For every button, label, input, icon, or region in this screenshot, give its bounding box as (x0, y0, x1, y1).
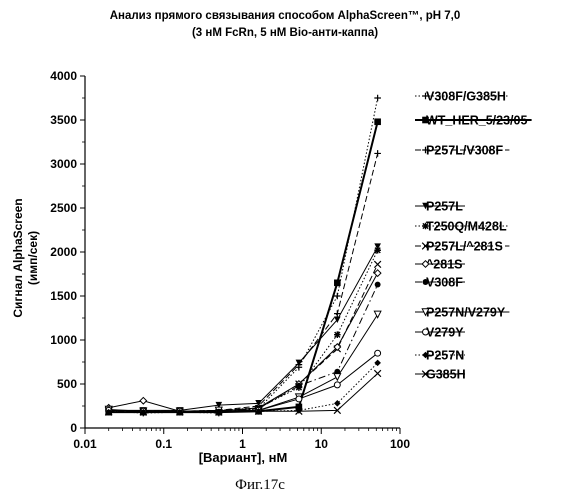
y-tick-label: 3000 (50, 157, 77, 171)
series-v279y (106, 350, 381, 415)
data-point (374, 247, 381, 254)
legend-entry: P257L/^281S (415, 240, 509, 254)
legend-entry: P257N/V279Y (415, 306, 509, 320)
legend-entry: T250Q/M428L (415, 220, 509, 234)
plot-area (105, 95, 381, 417)
legend-label: V308F/G385H (426, 90, 506, 104)
data-point (374, 311, 381, 318)
legend-entry: ^281S (415, 258, 465, 272)
data-point (374, 360, 381, 367)
series-281s (105, 270, 381, 415)
y-tick-label: 4000 (50, 69, 77, 83)
y-tick-label: 1000 (50, 333, 77, 347)
y-tick-label: 500 (57, 377, 77, 391)
legend-entry: V308F (415, 276, 465, 290)
x-tick-label: 0.01 (73, 437, 97, 451)
legend-entry: P257L/V308F (415, 144, 509, 158)
series-line (109, 122, 378, 412)
data-point (140, 397, 147, 404)
axes: 0 500 1000 1500 2000 2500 3000 3500 4000 0.01 0.1 1… (50, 69, 410, 451)
data-point (334, 400, 341, 407)
x-tick-label: 10 (315, 437, 329, 451)
x-tick-label: 1 (239, 437, 246, 451)
legend-entry: G385H (415, 368, 466, 382)
legend-entry: V308F/G385H (415, 90, 509, 104)
y-axis-label-line1: Сигнал AlphaScreen (11, 198, 25, 317)
series-v308f-g385h (105, 95, 381, 417)
figure-caption: Фиг.17с (0, 477, 520, 494)
y-tick-label: 3500 (50, 113, 77, 127)
y-axis-label-line2: (имп/сек) (26, 231, 40, 285)
series-p257n (105, 360, 381, 416)
data-point (374, 95, 381, 102)
legend-marker (422, 117, 429, 124)
data-point (334, 331, 341, 338)
legend-marker (423, 329, 429, 335)
x-tick-label: 0.1 (155, 437, 172, 451)
legend: V308F/G385H WT_HER_5/23/05 P257L/V308F P257… (415, 90, 532, 382)
y-tick-label: 2500 (50, 201, 77, 215)
series-p257l (105, 243, 381, 413)
x-axis-label: [Вариант], нМ (199, 450, 288, 465)
data-point (334, 382, 340, 388)
data-point (296, 396, 302, 402)
x-tick-label: 100 (390, 437, 410, 451)
legend-marker (422, 223, 429, 230)
data-point (296, 383, 302, 389)
data-point (374, 270, 381, 277)
legend-label: T250Q/M428L (426, 220, 507, 234)
data-point (374, 370, 381, 377)
legend-entry: P257L (415, 200, 465, 214)
data-point (334, 280, 341, 287)
y-tick-label: 1500 (50, 289, 77, 303)
legend-entry: P257N (415, 349, 465, 363)
y-tick-label: 0 (70, 421, 77, 435)
legend-marker (423, 279, 429, 285)
data-point (375, 350, 381, 356)
data-point (374, 118, 381, 125)
data-point (374, 150, 381, 157)
data-point (334, 374, 341, 381)
y-tick-label: 2000 (50, 245, 77, 259)
legend-entry: WT_HER_5/23/05 (415, 114, 532, 128)
series-line (109, 98, 378, 413)
data-point (334, 293, 341, 300)
series-line (109, 314, 378, 411)
legend-entry: V279Y (415, 326, 465, 340)
series-p257n-v279y (105, 311, 381, 414)
data-point (374, 261, 381, 268)
data-point (375, 282, 381, 288)
